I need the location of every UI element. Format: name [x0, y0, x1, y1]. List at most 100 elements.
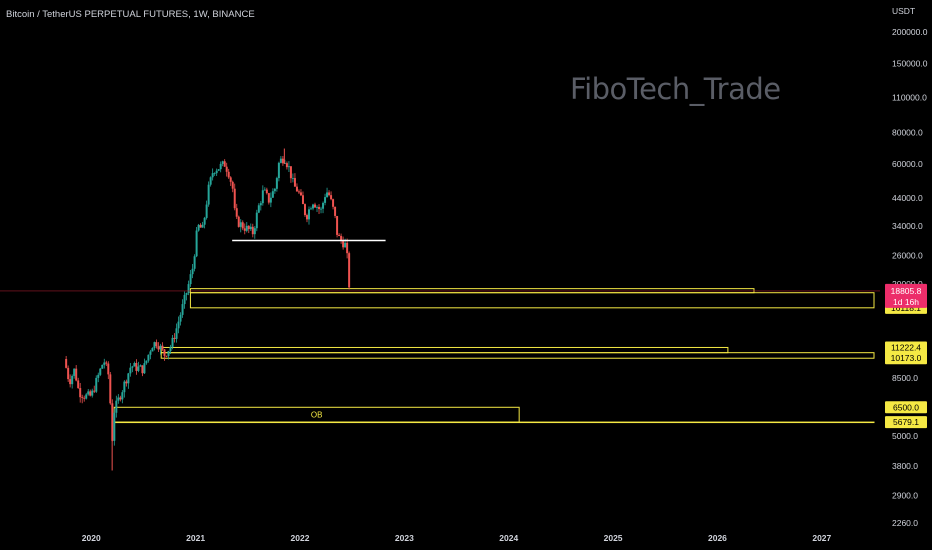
candle-body	[173, 337, 176, 339]
candle-body	[81, 397, 84, 398]
candle-body	[213, 173, 216, 174]
time-tick-2024: 2024	[499, 533, 518, 543]
candle-body	[279, 158, 282, 163]
candle-body	[99, 368, 102, 375]
candle-body	[187, 284, 190, 293]
price-tick-label: 2260.0	[892, 518, 918, 528]
candle-body	[318, 206, 321, 210]
time-tick-2022: 2022	[291, 533, 310, 543]
candle-body	[71, 375, 74, 385]
candle-body	[265, 189, 268, 194]
candle-body	[305, 215, 308, 220]
candle-body	[131, 366, 134, 368]
candle-body	[229, 177, 232, 182]
price-tick-label: 44000.0	[892, 193, 923, 203]
candle-body	[287, 166, 290, 168]
candle-body	[69, 379, 72, 385]
price-label-value: 10173.0	[891, 353, 922, 363]
candle-body	[207, 184, 210, 205]
candle-body	[193, 256, 196, 269]
candle-body	[147, 354, 150, 361]
zone-box-5	[113, 421, 875, 424]
candle-body	[143, 363, 146, 374]
candle-body	[79, 388, 82, 398]
candle-body	[326, 192, 329, 198]
price-axis: 200000.0 150000.0 110000.0 80000.0 60000.0 44…	[885, 27, 928, 528]
price-label-badge	[885, 416, 927, 429]
candle-body	[316, 206, 319, 208]
price-tick-label: 80000.0	[892, 127, 923, 137]
price-label-value: 6500.0	[893, 402, 919, 412]
candle-body	[141, 365, 144, 374]
candle-body	[107, 363, 110, 375]
candle-body	[309, 208, 312, 210]
candle-body	[231, 181, 234, 189]
candle-body	[205, 204, 208, 218]
chart-title: Bitcoin / TetherUS PERPETUAL FUTURES, 1W…	[6, 9, 255, 20]
price-tick-label: 3800.0	[892, 461, 918, 471]
candle-body	[277, 162, 280, 179]
price-tick-label: 60000.0	[892, 159, 923, 169]
candle-body	[167, 351, 170, 356]
candle-body	[113, 412, 116, 441]
time-tick-2026: 2026	[708, 533, 727, 543]
candle-body	[65, 359, 68, 368]
candle-body	[271, 191, 274, 198]
candle-body	[247, 225, 250, 230]
candle-body	[338, 234, 341, 236]
candle-body	[203, 217, 206, 225]
candle-body	[241, 222, 244, 229]
current-price-value: 18805.8	[891, 286, 922, 296]
candle-body	[235, 208, 238, 217]
candle-body	[215, 170, 218, 174]
candle-body	[177, 321, 180, 329]
price-tick-label: 200000.0	[892, 27, 928, 37]
candle-body	[269, 197, 272, 203]
candle-body	[165, 355, 168, 357]
candle-body	[257, 205, 260, 213]
price-label-badge	[885, 341, 927, 354]
candle-body	[303, 204, 306, 216]
candle-body	[145, 360, 148, 364]
candle-body	[175, 328, 178, 339]
candle-body	[123, 381, 126, 393]
price-label-badge	[885, 352, 927, 365]
candle-body	[307, 209, 310, 220]
candle-body	[221, 161, 224, 164]
price-tick-label: 26000.0	[892, 250, 923, 260]
candle-body	[191, 268, 194, 275]
candle-body	[135, 362, 138, 371]
price-scale-unit: USDT	[892, 6, 916, 16]
candle-body	[239, 222, 242, 227]
candle-body	[137, 366, 140, 371]
zone-box-1	[189, 292, 875, 309]
candle-body	[233, 188, 236, 209]
price-tick-label: 150000.0	[892, 58, 928, 68]
price-tick-label: 5000.0	[892, 431, 918, 441]
candles-layer	[65, 148, 351, 471]
candle-body	[267, 193, 270, 203]
candle-body	[251, 226, 254, 235]
candle-body	[211, 173, 214, 178]
candle-body	[245, 225, 248, 231]
price-tick-label: 8500.0	[892, 373, 918, 383]
candle-body	[153, 342, 156, 349]
candle-body	[119, 397, 122, 400]
candle-body	[89, 391, 92, 396]
price-label-badge	[885, 401, 927, 414]
candle-body	[101, 364, 104, 369]
candle-body	[332, 199, 335, 207]
candle-body	[324, 197, 327, 203]
candle-body	[299, 192, 302, 196]
candle-body	[149, 351, 152, 355]
candle-body	[259, 203, 262, 206]
candle-body	[151, 348, 154, 352]
candle-body	[237, 216, 240, 227]
candle-body	[340, 235, 343, 241]
candle-body	[301, 195, 304, 205]
candle-body	[263, 189, 266, 191]
candle-body	[85, 394, 88, 399]
overlay-layer	[0, 239, 880, 292]
zone-layer: OB	[113, 288, 875, 424]
